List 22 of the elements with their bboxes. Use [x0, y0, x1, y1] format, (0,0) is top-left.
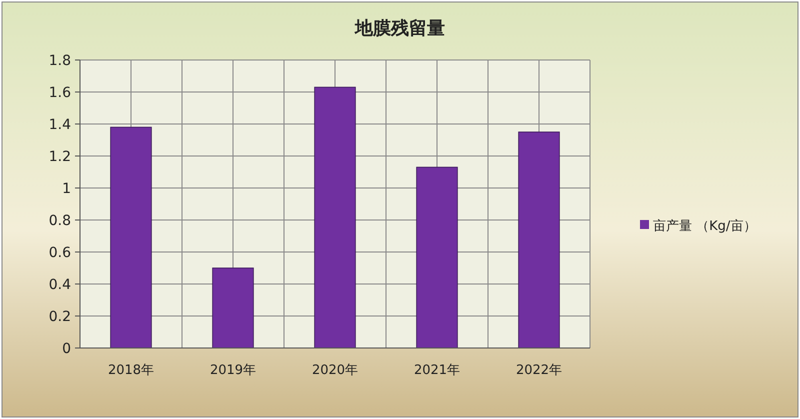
- y-tick-label: 1.8: [48, 53, 71, 69]
- bar: [110, 126, 152, 348]
- legend-label: 亩产量 （Kg/亩）: [653, 218, 756, 234]
- y-tick-label: 0.8: [48, 213, 71, 229]
- y-tick-label: 0.6: [48, 245, 72, 261]
- y-tick-label: 0.4: [48, 277, 72, 293]
- x-tick-label: 2018年: [108, 363, 154, 378]
- bar: [314, 86, 356, 348]
- y-tick-label: 0: [62, 341, 71, 357]
- y-tick-label: 1.2: [48, 149, 71, 165]
- y-tick-label: 1.4: [48, 117, 72, 133]
- x-tick-label: 2020年: [312, 363, 358, 378]
- chart-title: 地膜残留量: [354, 18, 445, 39]
- y-tick-label: 0.2: [48, 309, 71, 325]
- y-tick-label: 1: [62, 181, 71, 197]
- x-tick-label: 2021年: [414, 363, 460, 378]
- bar: [416, 166, 458, 348]
- bar: [518, 132, 560, 348]
- y-tick-label: 1.6: [48, 85, 72, 101]
- bar: [212, 268, 254, 348]
- x-tick-label: 2019年: [210, 363, 256, 378]
- x-tick-label: 2022年: [516, 363, 562, 378]
